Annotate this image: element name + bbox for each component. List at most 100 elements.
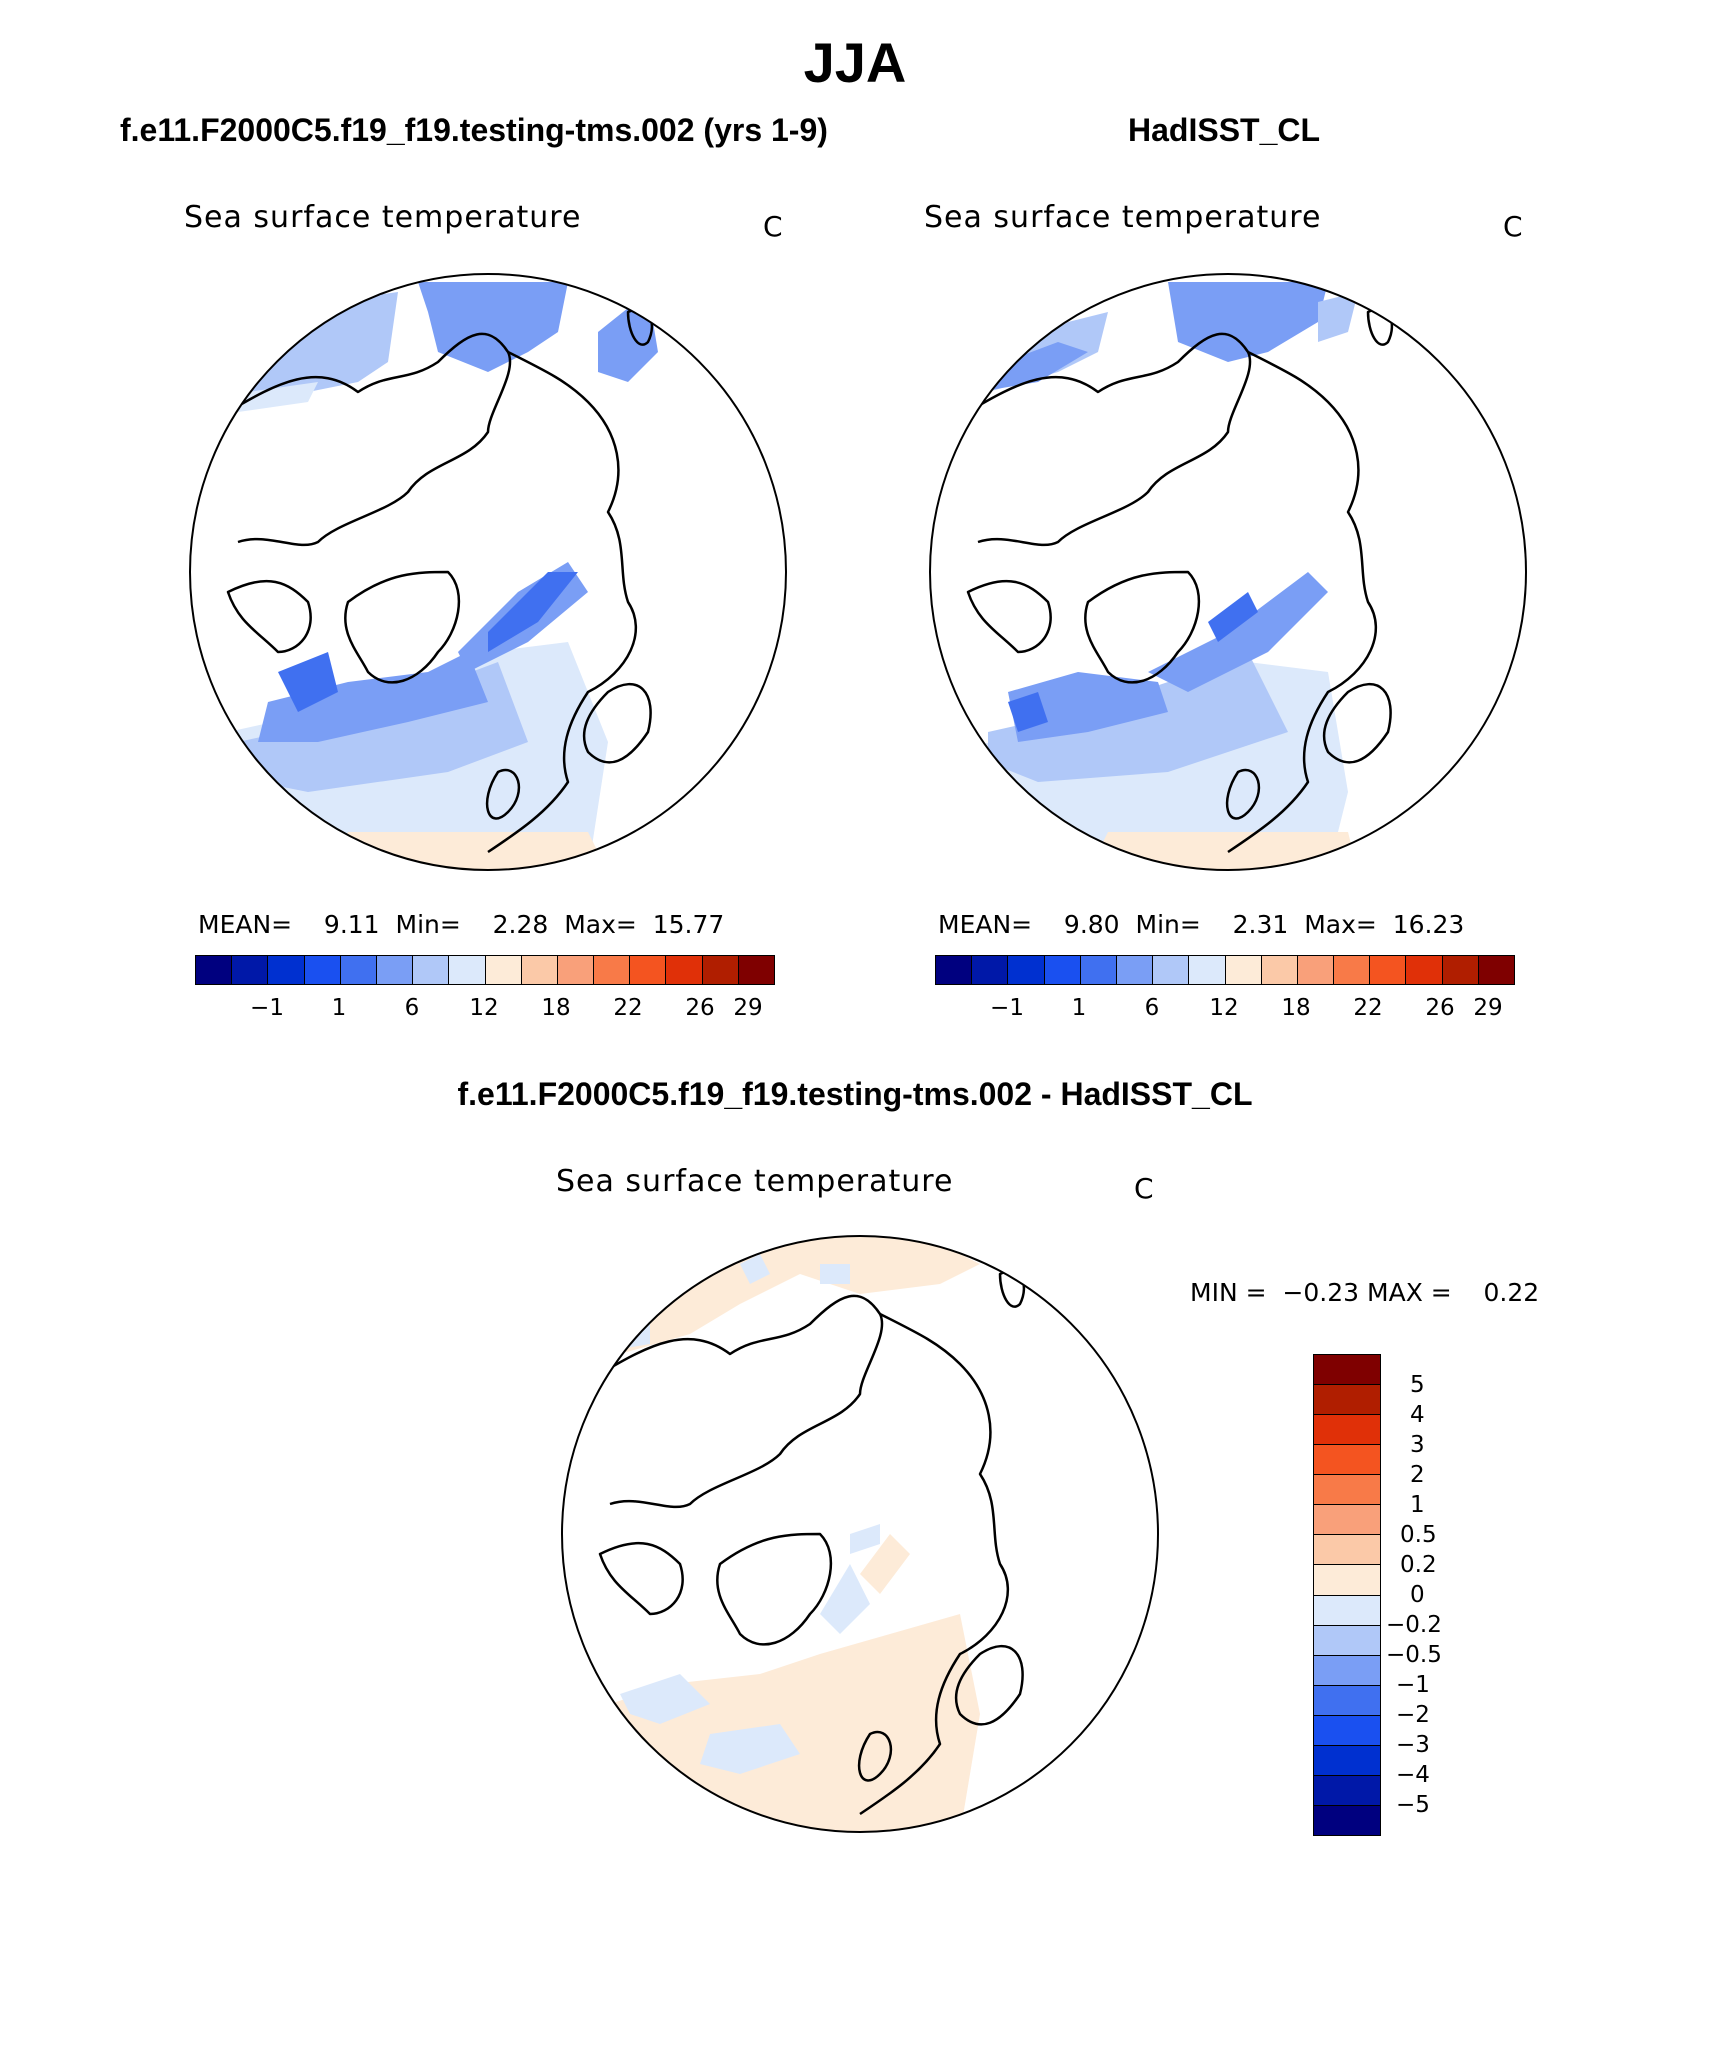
model-polar-map [189,273,787,871]
tick-label: −5 [1396,1792,1430,1818]
figure-title: JJA [803,31,907,94]
colorbar-swatch [1314,1685,1380,1716]
diff-colorbar-ticks: 5 4 3 2 1 0.5 0.2 0 −0.2 −0.5 −1 −2 −3 −… [1386,1354,1472,1834]
colorbar-swatch [376,956,414,984]
tick-label: 29 [733,995,763,1021]
colorbar-swatch [1314,1475,1380,1506]
tick-label: −2 [1396,1702,1430,1728]
colorbar-swatch [232,956,269,984]
diff-case-title: f.e11.F2000C5.f19_f19.testing-tms.002 - … [457,1076,1253,1112]
colorbar-swatch [1314,1355,1380,1386]
colorbar-swatch [1116,956,1154,984]
tick-label: 1 [1410,1492,1425,1518]
tick-label: −0.5 [1386,1642,1442,1668]
diff-units-label: C [1134,1172,1154,1205]
colorbar-swatch [413,956,450,984]
tick-label: 1 [1071,995,1087,1021]
diff-variable-label: Sea surface temperature [556,1164,954,1199]
tick-label: −3 [1396,1732,1430,1758]
obs-coastlines [966,308,1394,854]
tick-label: 0.5 [1400,1522,1437,1548]
tick-label: −1 [1396,1672,1430,1698]
tick-label: 12 [1209,995,1239,1021]
colorbar-swatch [1314,1745,1380,1776]
colorbar-swatch [1314,1385,1380,1416]
colorbar-swatch [666,956,703,984]
colorbar-swatch [304,956,341,984]
colorbar-swatch [1314,1505,1380,1536]
tick-label: 12 [469,995,499,1021]
diff-colorbar [1313,1354,1381,1836]
colorbar-swatch [972,956,1009,984]
model-map-boundary [189,273,787,871]
diff-stats: MIN = −0.23 MAX = 0.22 [1190,1278,1540,1307]
tick-label: 4 [1410,1402,1425,1428]
colorbar-swatch [1370,956,1407,984]
colorbar-swatch [1478,956,1514,984]
colorbar-swatch [1314,1535,1380,1566]
obs-colorbar [935,955,1515,985]
tick-label: −4 [1396,1762,1430,1788]
tick-label: 26 [1425,995,1455,1021]
tick-label: −1 [990,995,1024,1021]
obs-variable-label: Sea surface temperature [924,200,1322,235]
model-coastlines [226,308,654,854]
tick-label: 1 [331,995,347,1021]
colorbar-swatch [1189,956,1226,984]
tick-label: 29 [1473,995,1503,1021]
obs-colorbar-ticks: −1 1 6 12 18 22 26 29 [935,995,1513,1025]
colorbar-swatch [521,956,558,984]
colorbar-swatch [196,956,233,984]
model-case-title: f.e11.F2000C5.f19_f19.testing-tms.002 (y… [120,112,828,148]
colorbar-swatch [1314,1775,1380,1806]
tick-label: 6 [404,995,420,1021]
colorbar-swatch [1314,1805,1380,1835]
tick-label: 18 [541,995,571,1021]
colorbar-swatch [1314,1565,1380,1596]
colorbar-swatch [1314,1655,1380,1686]
colorbar-swatch [738,956,774,984]
tick-label: 0.2 [1400,1552,1437,1578]
colorbar-swatch [1314,1595,1380,1626]
tick-label: 26 [685,995,715,1021]
model-sst-field [190,274,786,870]
colorbar-swatch [1314,1415,1380,1446]
model-stats: MEAN= 9.11 Min= 2.28 Max= 15.77 [198,910,725,939]
colorbar-swatch [449,956,486,984]
colorbar-swatch [936,956,973,984]
tick-label: 3 [1410,1432,1425,1458]
colorbar-swatch [1080,956,1117,984]
colorbar-swatch [268,956,305,984]
colorbar-swatch [702,956,739,984]
tick-label: 6 [1144,995,1160,1021]
colorbar-swatch [1334,956,1371,984]
tick-label: 5 [1410,1372,1425,1398]
colorbar-swatch [485,956,522,984]
colorbar-swatch [1314,1625,1380,1656]
model-colorbar [195,955,775,985]
colorbar-swatch [1314,1445,1380,1476]
colorbar-swatch [594,956,631,984]
tick-label: 0 [1410,1582,1425,1608]
tick-label: 22 [613,995,643,1021]
colorbar-swatch [1406,956,1443,984]
colorbar-swatch [1442,956,1479,984]
tick-label: −0.2 [1386,1612,1442,1638]
colorbar-swatch [630,956,667,984]
colorbar-swatch [1008,956,1045,984]
obs-units-label: C [1503,210,1523,243]
diff-map-boundary [561,1235,1159,1833]
tick-label: −1 [250,995,284,1021]
tick-label: 22 [1353,995,1383,1021]
model-variable-label: Sea surface temperature [184,200,582,235]
obs-polar-map [929,273,1527,871]
diff-polar-map [561,1235,1159,1833]
colorbar-swatch [1044,956,1081,984]
obs-stats: MEAN= 9.80 Min= 2.31 Max= 16.23 [938,910,1465,939]
diff-sst-field [562,1236,1158,1832]
colorbar-swatch [1261,956,1298,984]
model-colorbar-ticks: −1 1 6 12 18 22 26 29 [195,995,773,1025]
obs-sst-field [930,274,1526,870]
colorbar-swatch [557,956,595,984]
colorbar-swatch [1297,956,1335,984]
